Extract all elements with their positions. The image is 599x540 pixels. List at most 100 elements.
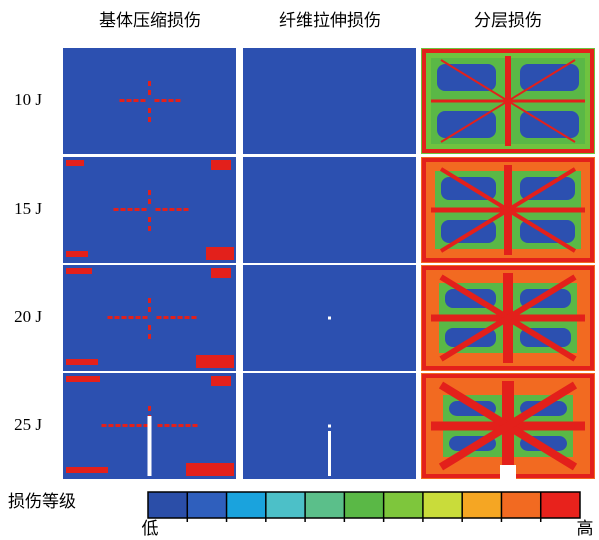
- damage-spot: [148, 117, 151, 122]
- panel-border: [422, 49, 594, 153]
- row-label: 10 J: [14, 90, 42, 109]
- damage-spot: [113, 208, 119, 211]
- damage-spot: [133, 99, 139, 102]
- damage-spot: [328, 424, 331, 428]
- damage-spot: [66, 376, 100, 382]
- damage-spot: [170, 316, 176, 319]
- damage-spot: [122, 424, 128, 427]
- legend-high: 高: [577, 519, 594, 538]
- damage-spot: [206, 247, 234, 260]
- damage-spot: [66, 268, 92, 274]
- colorbar-segment: [462, 492, 502, 518]
- damage-spot: [163, 316, 169, 319]
- damage-spot: [115, 424, 121, 427]
- fibre-panel: [243, 265, 416, 371]
- delam-panel: [421, 373, 595, 479]
- damage-spot: [148, 90, 151, 95]
- damage-spot: [164, 424, 170, 427]
- panel-bg: [243, 48, 416, 154]
- damage-spot: [119, 99, 125, 102]
- damage-band: [438, 381, 578, 471]
- damage-spot: [134, 208, 140, 211]
- damage-spot: [148, 226, 151, 231]
- damage-spot: [191, 316, 197, 319]
- damage-spot: [129, 424, 135, 427]
- damage-spot: [183, 208, 189, 211]
- colorbar-segment: [148, 492, 188, 518]
- damage-spot: [126, 99, 132, 102]
- damage-spot: [66, 359, 98, 365]
- undamaged: [520, 64, 579, 91]
- row-label: 15 J: [14, 199, 42, 218]
- damage-spot: [142, 316, 148, 319]
- damage-spot: [127, 208, 133, 211]
- damage-spot: [121, 316, 127, 319]
- legend-low: 低: [142, 519, 159, 538]
- damage-spot: [141, 208, 147, 211]
- damage-band: [440, 59, 576, 143]
- column-header: 基体压缩损伤: [99, 11, 201, 30]
- matrix-panel: [63, 157, 236, 263]
- colorbar-segment: [422, 492, 463, 518]
- damage-spot: [140, 99, 146, 102]
- panel-bg: [243, 157, 416, 263]
- colorbar-segment: [265, 492, 306, 518]
- crack: [147, 416, 152, 476]
- colorbar-segment: [226, 492, 266, 518]
- damage-spot: [161, 99, 167, 102]
- crack: [328, 431, 331, 476]
- colorbar-segment: [540, 492, 580, 518]
- fibre-panel: [243, 373, 416, 479]
- colorbar-segment: [305, 492, 345, 518]
- damage-spot: [107, 316, 113, 319]
- delam-panel: [421, 157, 595, 263]
- legend-title: 损伤等级: [8, 492, 76, 511]
- colorbar-segment: [187, 492, 227, 518]
- damage-spot: [128, 316, 134, 319]
- delam-panel: [421, 265, 595, 371]
- damage-spot: [148, 190, 151, 195]
- damage-spot: [148, 217, 151, 222]
- damage-spot: [211, 160, 231, 170]
- undamaged: [437, 64, 496, 91]
- damage-spot: [66, 467, 108, 473]
- damage-spot: [171, 424, 177, 427]
- damage-spot: [211, 376, 231, 386]
- undamaged: [520, 111, 579, 138]
- damage-spot: [196, 355, 234, 368]
- damage-spot: [148, 334, 151, 339]
- damage-spot: [66, 251, 88, 257]
- damage-spot: [328, 316, 331, 320]
- damage-spot: [148, 307, 151, 312]
- damage-spot: [148, 298, 151, 303]
- damage-spot: [211, 268, 231, 278]
- damage-spot: [101, 424, 107, 427]
- damage-spot: [120, 208, 126, 211]
- damage-spot: [148, 199, 151, 204]
- damage-spot: [184, 316, 190, 319]
- damage-spot: [148, 406, 151, 411]
- damage-spot: [108, 424, 114, 427]
- damage-spot: [175, 99, 181, 102]
- damage-spot: [156, 316, 162, 319]
- fibre-panel: [243, 157, 416, 263]
- panel-bg: [63, 48, 236, 154]
- damage-spot: [154, 99, 160, 102]
- matrix-panel: [63, 265, 236, 371]
- matrix-panel: [63, 373, 236, 479]
- panel-border: [422, 158, 594, 262]
- colorbar-segment: [383, 492, 423, 518]
- damage-spot: [155, 208, 161, 211]
- row-label: 20 J: [14, 307, 42, 326]
- damage-spot: [169, 208, 175, 211]
- damage-spot: [136, 424, 142, 427]
- damage-spot: [148, 108, 151, 113]
- damage-spot: [148, 81, 151, 86]
- column-header: 分层损伤: [474, 11, 542, 30]
- damage-spot: [192, 424, 198, 427]
- colorbar-segment: [501, 492, 541, 518]
- damage-spot: [66, 160, 84, 166]
- damage-band: [439, 274, 577, 362]
- damage-spot: [178, 424, 184, 427]
